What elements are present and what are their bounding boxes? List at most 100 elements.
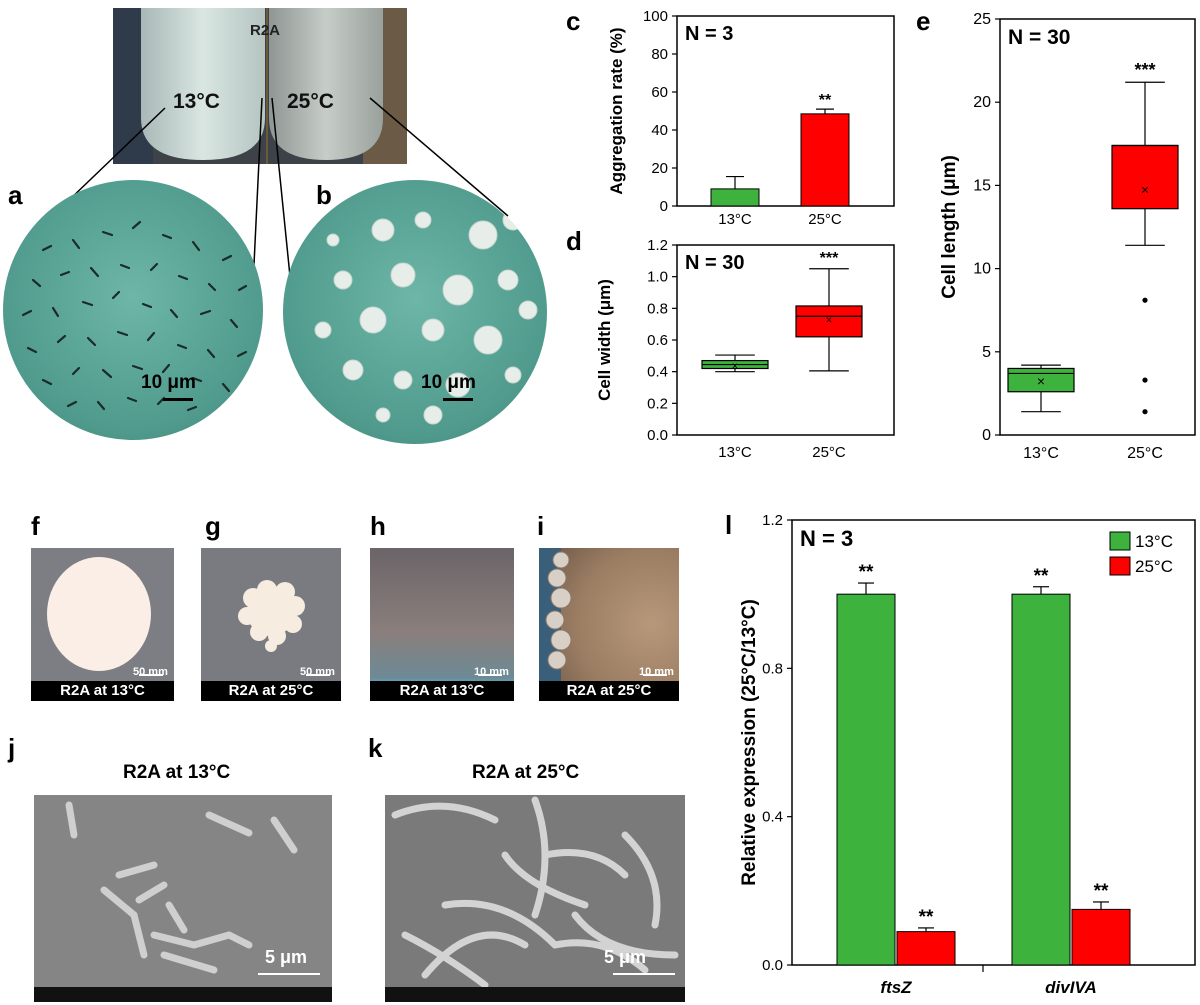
panel-label-e: e	[916, 6, 931, 36]
sample-size-annotation: N = 30	[1008, 26, 1070, 49]
micrograph-13c: 10 μm	[3, 180, 263, 440]
x-tick-label: 25°C	[1127, 445, 1163, 462]
x-tick-label: 13°C	[718, 444, 752, 461]
plate-photo-g: 50 mm R2A at 25°C	[201, 548, 341, 701]
scale-bar-k	[613, 973, 675, 975]
x-tick-label: 13°C	[718, 211, 752, 228]
y-tick-label: 100	[643, 8, 668, 25]
bar	[710, 188, 760, 207]
caption-h: R2A at 13°C	[370, 681, 514, 701]
y-tick-label: 0.0	[762, 957, 783, 974]
y-tick-label: 0.0	[647, 427, 668, 444]
bar	[1011, 593, 1071, 966]
x-tick-label: ftsZ	[880, 978, 912, 997]
panel-label-g: g	[205, 511, 221, 541]
y-tick-label: 20	[973, 94, 991, 111]
significance-marker: **	[819, 92, 832, 109]
panel-label-j: j	[8, 733, 16, 763]
colony-25c	[238, 580, 305, 652]
y-axis-label: Cell length (μm)	[939, 155, 960, 299]
plate-photo-f: 50 mm R2A at 13°C	[31, 548, 174, 701]
y-tick-label: 0.4	[762, 809, 783, 826]
tube-photo: R2A 13°C 25°C	[113, 8, 407, 164]
scale-label-g: 50 mm	[300, 666, 335, 678]
plot-frame	[999, 18, 1196, 436]
y-tick-label: 60	[651, 84, 668, 101]
colony-13c	[47, 557, 151, 671]
sem-info-bar-k	[385, 987, 685, 1002]
plate-photo-i: 10 mm R2A at 25°C	[539, 548, 679, 701]
caption-g: R2A at 25°C	[201, 681, 341, 701]
panel-label-i: i	[537, 511, 545, 541]
micrograph-13c-cells	[21, 220, 248, 412]
mean-marker: ×	[1141, 181, 1149, 197]
scale-label-k: 5 μm	[604, 947, 647, 967]
box	[1111, 144, 1179, 210]
bar	[896, 931, 956, 966]
mean-marker: ×	[732, 360, 738, 372]
scale-label-j: 5 μm	[265, 947, 308, 967]
y-tick-label: 0	[660, 198, 668, 215]
panel-label-h: h	[370, 511, 386, 541]
y-tick-label: 80	[651, 46, 668, 63]
sem-image-25c: 5 μm	[385, 795, 685, 1002]
sem-image-13c: 5 μm	[34, 795, 332, 1002]
x-tick-label: 25°C	[812, 444, 846, 461]
x-tick-label: 25°C	[808, 211, 842, 228]
scale-bar-a	[163, 398, 193, 401]
significance-marker: **	[1034, 566, 1049, 587]
outlier-point	[1142, 377, 1148, 383]
sem-13c-rods	[34, 795, 332, 987]
chart-e: 0 5 10 15 20 25 Cell length (μm) N = 30 × 13°C × 25…	[939, 11, 1196, 462]
y-tick-label: 40	[651, 122, 668, 139]
scale-bar-b	[443, 398, 473, 401]
tube-left-temp: 13°C	[173, 90, 220, 113]
sample-size-annotation: N = 3	[685, 23, 733, 45]
y-tick-label: 20	[651, 160, 668, 177]
y-tick-label: 5	[982, 344, 991, 361]
plot-frame	[676, 15, 895, 207]
x-tick-label: divIVA	[1045, 978, 1097, 997]
significance-marker: ***	[820, 250, 839, 267]
bar	[1071, 908, 1131, 966]
mean-marker: ×	[826, 314, 832, 326]
scale-label-b: 10 μm	[421, 372, 476, 393]
colony-edge-25c	[539, 548, 572, 681]
y-tick-label: 15	[973, 177, 991, 194]
y-axis-label: Aggregation rate (%)	[607, 27, 626, 194]
legend-swatch	[1109, 556, 1131, 576]
bar	[836, 593, 896, 966]
legend-label: 13°C	[1135, 532, 1173, 551]
significance-marker: **	[1094, 881, 1109, 902]
sample-size-annotation: N = 3	[800, 526, 853, 551]
significance-marker: **	[919, 907, 934, 928]
tube-photo-drawing	[113, 8, 407, 164]
panel-label-k: k	[368, 733, 383, 763]
box	[795, 305, 863, 338]
scale-bar-g	[306, 674, 330, 676]
panel-label-l: l	[725, 510, 733, 540]
bar	[800, 113, 850, 207]
box	[1007, 367, 1075, 393]
chart-c: 0 20 40 60 80 100 Aggregation rate (%) N = 3 13°…	[607, 8, 895, 228]
panel-label-d: d	[566, 226, 582, 256]
y-tick-label: 0	[982, 427, 991, 444]
plate-photo-h: 10 mm R2A at 13°C	[370, 548, 514, 701]
panel-label-b: b	[316, 180, 332, 210]
y-tick-label: 1.0	[647, 269, 668, 286]
y-tick-label: 0.6	[647, 332, 668, 349]
sample-size-annotation: N = 30	[685, 252, 744, 274]
y-axis-label: Cell width (μm)	[595, 279, 614, 401]
scale-label-a: 10 μm	[141, 372, 196, 393]
caption-i: R2A at 25°C	[539, 681, 679, 701]
y-tick-label: 0.8	[762, 660, 783, 677]
significance-marker: ***	[1134, 60, 1155, 80]
y-tick-label: 0.4	[647, 364, 668, 381]
significance-marker: **	[859, 562, 874, 583]
legend-swatch	[1109, 531, 1131, 551]
micrograph-25c: 10 μm	[283, 180, 547, 444]
scale-label-h: 10 mm	[474, 666, 509, 678]
sem-info-bar-j	[34, 987, 332, 1002]
mean-marker: ×	[1037, 373, 1045, 389]
tube-medium-label: R2A	[250, 22, 281, 39]
